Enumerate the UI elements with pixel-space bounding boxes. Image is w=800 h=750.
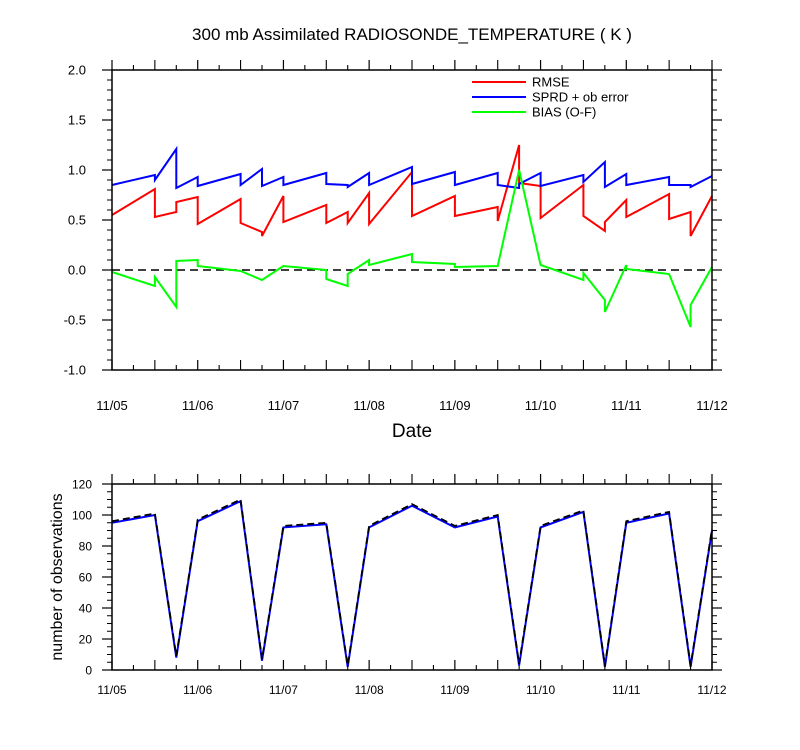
- y-tick-label: 120: [72, 478, 92, 492]
- chart-title: 300 mb Assimilated RADIOSONDE_TEMPERATUR…: [192, 25, 632, 44]
- y-tick-label: 40: [79, 602, 93, 616]
- x-tick-label: 11/12: [696, 398, 728, 413]
- y-tick-label: 1.5: [68, 113, 86, 128]
- top-chart: 300 mb Assimilated RADIOSONDE_TEMPERATUR…: [64, 25, 728, 442]
- x-tick-label: 11/07: [269, 683, 298, 697]
- y-tick-label: 0.5: [68, 213, 86, 228]
- y-tick-label: -0.5: [64, 313, 86, 328]
- x-tick-label: 11/12: [697, 683, 726, 697]
- x-tick-label: 11/06: [183, 683, 212, 697]
- y-tick-label: 20: [79, 633, 93, 647]
- series-line-total-observations: [111, 498, 713, 666]
- legend-label: RMSE: [532, 75, 570, 90]
- plot-frame: [111, 69, 713, 371]
- y-tick-label: 0.0: [68, 263, 86, 278]
- y-axis-label: number of observations: [49, 493, 66, 660]
- plot-frame: [111, 483, 713, 671]
- series-line-bias-o-f: [111, 169, 713, 328]
- y-tick-label: 1.0: [68, 163, 86, 178]
- y-tick-label: 100: [72, 509, 92, 523]
- x-tick-label: 11/08: [355, 683, 384, 697]
- x-tick-label: 11/10: [526, 683, 555, 697]
- series-line-sprd-ob-error: [111, 145, 713, 190]
- bottom-chart: 0 20 40 60 80 100 120 11/05 11/06 11/07 11/08 11/09…: [49, 474, 727, 697]
- x-tick-label: 11/11: [612, 683, 641, 697]
- x-tick-label: 11/05: [96, 398, 128, 413]
- y-tick-label: 80: [79, 540, 93, 554]
- y-tick-label: 2.0: [68, 63, 86, 78]
- x-tick-label: 11/09: [439, 398, 471, 413]
- legend-label: SPRD + ob error: [532, 90, 629, 105]
- series-line-rmse: [111, 144, 713, 237]
- x-tick-label: 11/06: [182, 398, 214, 413]
- legend-label: BIAS (O-F): [532, 105, 596, 120]
- x-tick-label: 11/07: [268, 398, 300, 413]
- x-tick-label: 11/11: [611, 398, 642, 413]
- top-plot-area: -1.0 -0.5 0.0 0.5 1.0 1.5 2.0 11/05 11/06 11/07 11…: [64, 60, 728, 413]
- x-tick-label: 11/05: [97, 683, 126, 697]
- x-tick-label: 11/08: [353, 398, 385, 413]
- bottom-plot-area: 0 20 40 60 80 100 120 11/05 11/06 11/07 11/08 11/09…: [72, 474, 727, 697]
- y-tick-label: 60: [79, 571, 93, 585]
- x-tick-label: 11/10: [525, 398, 557, 413]
- series-line-assimilated-observations: [111, 499, 713, 668]
- y-tick-label: 0: [85, 664, 92, 678]
- x-axis-label: Date: [392, 421, 432, 442]
- y-tick-label: -1.0: [64, 363, 86, 378]
- x-tick-label: 11/09: [440, 683, 469, 697]
